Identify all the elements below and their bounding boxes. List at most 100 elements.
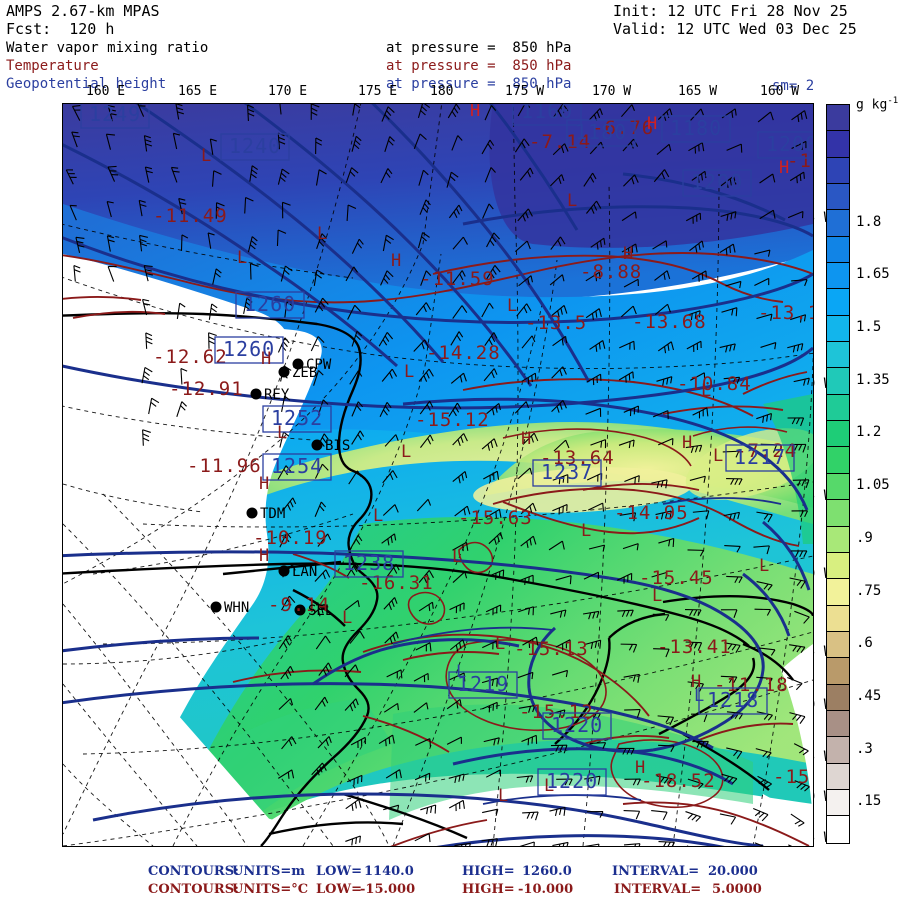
height-label-box [214,336,284,364]
forecast-hour: Fcst: 120 h [6,20,115,38]
height-label-box [512,104,582,126]
colorbar-band [827,500,849,527]
footer-height-high-label: HIGH= [462,864,515,879]
temperature-contour-label: -7.14 [529,131,591,153]
colorbar-band [827,210,849,237]
temperature-contour-label: -15.61 [773,766,813,788]
pressure-center-marker: L [507,296,517,316]
temperature-contour-label: -14.95 [614,502,689,524]
lon-tick-label: 180 [430,84,454,99]
station-marker[interactable] [294,604,306,616]
lon-tick-label: 160 W [760,84,800,99]
height-label-box [262,405,332,433]
station-marker[interactable] [278,565,290,577]
pressure-center-marker: L [452,547,462,567]
footer-height-interval-value: 20.000 [708,864,758,879]
temperature-contour-label: -13.68 [632,311,707,333]
temperature-contour-label: -13.64 [540,447,615,469]
temperature-contour-label: -11.59 [420,268,495,290]
temperature-contour-label: -8.88 [580,261,642,283]
colorbar-band [827,289,849,316]
pressure-center-marker: H [261,349,271,369]
lon-tick-label: 175 W [505,84,545,99]
colorbar-band [827,763,849,790]
colorbar-tick-label: 1.5 [856,319,882,336]
colorbar-band [827,789,849,817]
station-marker[interactable] [278,366,290,378]
pressure-center-marker: L [495,634,505,654]
height-contour-label: 1240 [229,134,281,158]
station-label: WHN [224,600,249,616]
colorbar-band [827,526,849,553]
height-label-box [542,712,612,740]
colorbar-tick-label: .3 [856,740,873,757]
pressure-center-marker: L [567,191,577,211]
pressure-center-marker: L [713,446,723,466]
lon-tick-label: 165 W [678,84,718,99]
colorbar-band [827,184,849,211]
height-label-box [566,119,636,147]
station-marker[interactable] [210,601,222,613]
colorbar-band [827,684,849,711]
height-contour-label: 1160 [521,104,573,123]
colorbar-tick-label: 1.8 [856,213,882,230]
colorbar-band [827,579,849,606]
colorbar-band [827,157,849,185]
chart-footer: CONTOURS: UNITS=m LOW= 1140.0 HIGH= 1260… [0,860,900,900]
map-canvas: -11.49 -12.62 -11.94 -6.76-7.14 -11.59 -8.88 -… [63,104,813,846]
footer-temp-low-label: LOW= [316,882,362,897]
station-marker[interactable] [292,358,304,370]
map-panel[interactable]: -11.49 -12.62 -11.94 -6.76-7.14 -11.59 -8.88 -… [62,103,814,847]
colorbar[interactable] [826,104,850,844]
colorbar-units: g kg-1 [856,96,899,113]
colorbar-band [827,552,849,580]
colorbar-tick-label: 1.2 [856,424,882,441]
lon-tick-label: 170 E [268,84,308,99]
height-contour-label: 1220 [546,769,598,793]
footer-temp-interval-value: 5.0000 [712,882,762,897]
pressure-center-marker: L [201,146,211,166]
model-title: AMPS 2.67-km MPAS [6,2,160,20]
height-contour-label: 1180 [670,116,722,140]
lon-tick-label: 170 W [592,84,632,99]
station-marker[interactable] [246,507,258,519]
station-label: LAN [292,564,317,580]
pressure-center-marker: L [401,442,411,462]
height-contour-label: 1254 [271,454,323,478]
height-label-box [537,768,607,796]
height-contour-label: 1260 [244,292,296,316]
smoothing-label: sm= 2 [772,78,815,94]
temperature-contour-label: -14.28 [426,342,501,364]
pressure-center-marker: L [652,586,662,606]
height-label-box [757,131,813,159]
colorbar-tick-label: 1.05 [856,477,890,494]
colorbar-band [827,710,849,738]
pressure-center-marker: L [317,224,327,244]
temperature-contour-label: -15.12 [415,409,490,431]
temperature-contour-label: -18.52 [641,770,716,792]
init-time: Init: 12 UTC Fri 28 Nov 25 [613,2,848,20]
height-contour-label: 1237 [541,460,593,484]
pressure-center-marker: L [342,608,352,628]
pressure-center-marker: L [237,248,247,268]
colorbar-tick-label: .75 [856,582,882,599]
pressure-center-marker: H [521,429,531,449]
field-label-moisture: Water vapor mixing ratio [6,40,209,56]
footer-height-units: UNITS=m [232,864,306,879]
station-marker[interactable] [311,439,323,451]
colorbar-band [827,605,849,632]
temperature-contour-label: -11.96 [187,455,262,477]
station-label: SEL [308,603,333,619]
colorbar-band [827,368,849,395]
temperature-contour-label: -11.49 [153,205,228,227]
pressure-center-marker: L [759,556,769,576]
pressure-center-marker: H [691,672,701,692]
station-marker[interactable] [250,388,262,400]
temperature-contour-label: -13.41 [657,636,732,658]
footer-temp-high-value: -10.000 [518,882,574,897]
pressure-center-marker: H [623,244,633,264]
temperature-contour-label: -15.13 [514,638,589,660]
pressure-level-temperature: at pressure = 850 hPa [386,58,572,74]
pressure-center-marker: H [470,104,480,121]
